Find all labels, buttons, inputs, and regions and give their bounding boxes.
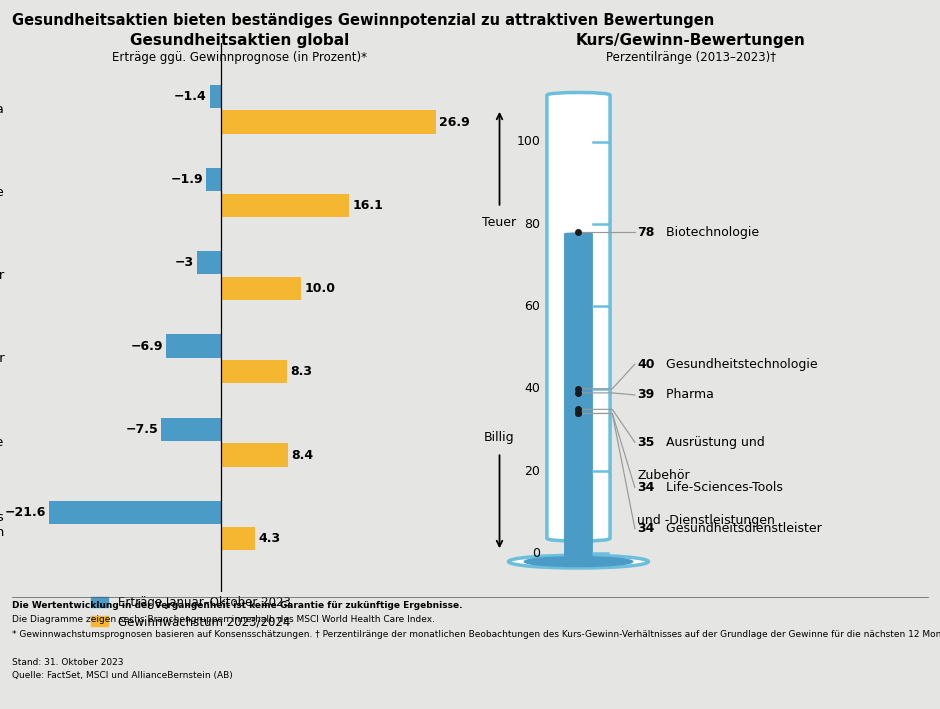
Text: −7.5: −7.5	[126, 423, 158, 436]
Text: Gesundheitsaktien bieten beständiges Gewinnpotenzial zu attraktiven Bewertungen: Gesundheitsaktien bieten beständiges Gew…	[12, 13, 714, 28]
Text: 4.3: 4.3	[258, 532, 281, 545]
FancyBboxPatch shape	[547, 92, 610, 541]
Bar	[166, 335, 221, 357]
Text: Stand: 31. Oktober 2023: Stand: 31. Oktober 2023	[12, 658, 124, 667]
Text: 8.4: 8.4	[291, 449, 313, 462]
Bar	[206, 168, 221, 191]
Text: Ausrüstung und: Ausrüstung und	[663, 436, 765, 449]
Text: 35: 35	[637, 436, 654, 449]
Bar	[210, 84, 221, 108]
Bar	[221, 443, 289, 467]
Text: 40: 40	[637, 357, 654, 371]
Text: −3: −3	[175, 256, 195, 269]
Text: 20: 20	[525, 464, 540, 478]
Text: 16.1: 16.1	[352, 199, 384, 212]
Bar	[197, 251, 221, 274]
Legend: Erträge Januar–Oktober 2023, Gewinnwachstum 2023/2024: Erträge Januar–Oktober 2023, Gewinnwachs…	[86, 591, 295, 633]
Text: 100: 100	[516, 135, 540, 148]
Text: Pharma: Pharma	[663, 389, 714, 401]
Text: Gesundheitstechnologie: Gesundheitstechnologie	[663, 357, 818, 371]
Text: 78: 78	[637, 226, 654, 239]
FancyBboxPatch shape	[564, 233, 593, 562]
Text: 34: 34	[637, 523, 654, 535]
Text: Zubehör: Zubehör	[637, 469, 690, 481]
Text: 34: 34	[637, 481, 654, 494]
Text: und -Dienstleistungen: und -Dienstleistungen	[637, 514, 775, 527]
Bar	[162, 418, 221, 441]
Text: 0: 0	[532, 547, 540, 560]
Text: 10.0: 10.0	[304, 282, 335, 295]
Text: Kurs/Gewinn-Bewertungen: Kurs/Gewinn-Bewertungen	[576, 33, 806, 48]
Text: 26.9: 26.9	[439, 116, 469, 128]
Text: 60: 60	[525, 300, 540, 313]
Bar	[221, 527, 256, 550]
Text: Perzentilränge (2013–2023)†: Perzentilränge (2013–2023)†	[606, 51, 776, 64]
Text: 8.3: 8.3	[290, 365, 312, 379]
Text: 80: 80	[525, 218, 540, 230]
Text: 40: 40	[525, 382, 540, 396]
Text: Erträge ggü. Gewinnprognose (in Prozent)*: Erträge ggü. Gewinnprognose (in Prozent)…	[112, 51, 368, 64]
Text: −1.4: −1.4	[174, 90, 207, 103]
Text: −6.9: −6.9	[131, 340, 163, 352]
Bar	[221, 194, 350, 217]
Text: Gesundheitsdienstleister: Gesundheitsdienstleister	[663, 523, 822, 535]
Bar	[221, 111, 435, 134]
Bar	[221, 277, 301, 300]
Bar	[221, 360, 288, 384]
Text: Billig: Billig	[484, 431, 515, 444]
Circle shape	[509, 555, 649, 568]
Text: 39: 39	[637, 389, 654, 401]
Text: Die Diagramme zeigen sechs Branchengruppen innerhalb des MSCI World Health Care : Die Diagramme zeigen sechs Branchengrupp…	[12, 615, 435, 625]
Circle shape	[525, 557, 633, 566]
Text: Die Wertentwicklung in der Vergangenheit ist keine Garantie für zukünftige Ergeb: Die Wertentwicklung in der Vergangenheit…	[12, 601, 462, 610]
Text: Life-Sciences-Tools: Life-Sciences-Tools	[663, 481, 783, 494]
Text: Teuer: Teuer	[482, 216, 517, 229]
Bar	[49, 501, 221, 524]
Text: Quelle: FactSet, MSCI und AllianceBernstein (AB): Quelle: FactSet, MSCI und AllianceBernst…	[12, 671, 233, 681]
Text: Gesundheitsaktien global: Gesundheitsaktien global	[130, 33, 350, 48]
Text: −21.6: −21.6	[5, 506, 46, 519]
Text: Biotechnologie: Biotechnologie	[663, 226, 760, 239]
Text: −1.9: −1.9	[170, 173, 203, 186]
Text: * Gewinnwachstumsprognosen basieren auf Konsensschätzungen. † Perzentilränge der: * Gewinnwachstumsprognosen basieren auf …	[12, 630, 940, 639]
